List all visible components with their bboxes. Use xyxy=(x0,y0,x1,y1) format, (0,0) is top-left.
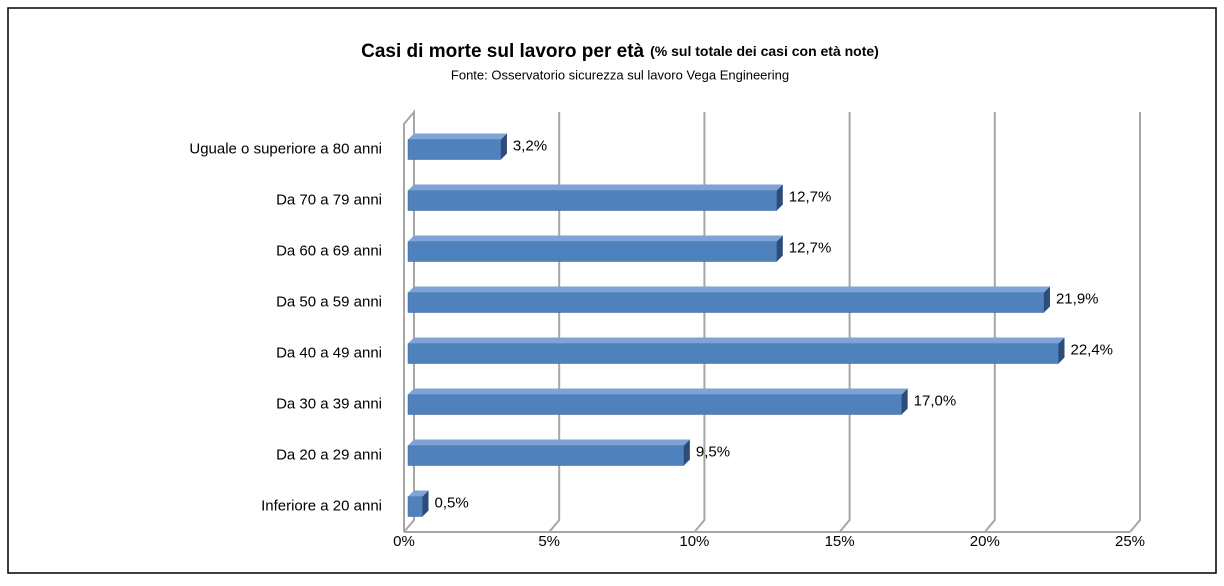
bar-top xyxy=(408,337,1065,344)
bar-front xyxy=(407,292,1045,313)
bar-side xyxy=(1043,286,1050,313)
bar-side xyxy=(500,133,507,160)
y-tick-label: Da 30 a 39 anni xyxy=(276,395,382,412)
x-tick-label: 5% xyxy=(538,533,560,550)
data-label: 12,7% xyxy=(789,188,832,205)
data-label: 0,5% xyxy=(435,494,469,511)
data-label: 21,9% xyxy=(1056,290,1099,307)
bar-front xyxy=(407,139,502,160)
x-tick-label: 25% xyxy=(1115,533,1145,550)
bar-front xyxy=(407,190,778,211)
data-label: 17,0% xyxy=(914,392,957,409)
x-tick-label: 0% xyxy=(393,533,415,550)
bar-side xyxy=(776,184,783,211)
bar-top xyxy=(408,286,1050,293)
title-note: (% sul totale dei casi con età note) xyxy=(650,43,879,59)
chart-subtitle: Fonte: Osservatorio sicurezza sul lavoro… xyxy=(451,67,789,82)
bar-side xyxy=(776,235,783,262)
grid-line xyxy=(984,112,996,533)
title-main: Casi di morte sul lavoro per età xyxy=(361,41,644,62)
bar-side xyxy=(901,388,908,415)
bar-front xyxy=(407,445,685,466)
y-tick-label: Da 50 a 59 anni xyxy=(276,293,382,310)
grid-line xyxy=(838,112,851,533)
bar xyxy=(407,286,1050,313)
x-tick-label: 15% xyxy=(825,533,855,550)
y-tick-label: Da 40 a 49 anni xyxy=(276,344,382,361)
grid-line xyxy=(1129,112,1141,533)
bar xyxy=(407,388,908,415)
bar-top xyxy=(408,133,507,140)
bar-side xyxy=(683,439,690,466)
bar xyxy=(407,439,690,466)
bar-front xyxy=(407,343,1059,364)
bar-top xyxy=(408,388,908,395)
bar-front xyxy=(407,496,423,517)
x-tick-label: 20% xyxy=(970,533,1000,550)
bar-side xyxy=(422,490,429,517)
chart-title: Casi di morte sul lavoro per età (% sul t… xyxy=(361,41,879,62)
data-label: 3,2% xyxy=(513,137,547,154)
bar xyxy=(407,337,1065,364)
bar-side xyxy=(1058,337,1065,364)
y-tick-label: Da 60 a 69 anni xyxy=(276,242,382,259)
bar-top xyxy=(408,490,429,497)
bar xyxy=(407,133,507,160)
y-tick-label: Inferiore a 20 anni xyxy=(261,497,382,514)
bar xyxy=(407,235,783,262)
y-tick-label: Da 70 a 79 anni xyxy=(276,191,382,208)
bar-front xyxy=(407,394,902,415)
bar-top xyxy=(408,235,783,242)
y-tick-label: Uguale o superiore a 80 anni xyxy=(189,140,382,157)
bar xyxy=(407,490,429,517)
data-label: 9,5% xyxy=(696,443,730,460)
x-tick-label: 10% xyxy=(679,533,709,550)
bar xyxy=(407,184,783,211)
bar-top xyxy=(408,439,690,446)
data-label: 22,4% xyxy=(1070,341,1113,358)
y-tick-label: Da 20 a 29 anni xyxy=(276,446,382,463)
bar-top xyxy=(408,184,783,191)
bar-front xyxy=(407,241,778,262)
data-label: 12,7% xyxy=(789,239,832,256)
